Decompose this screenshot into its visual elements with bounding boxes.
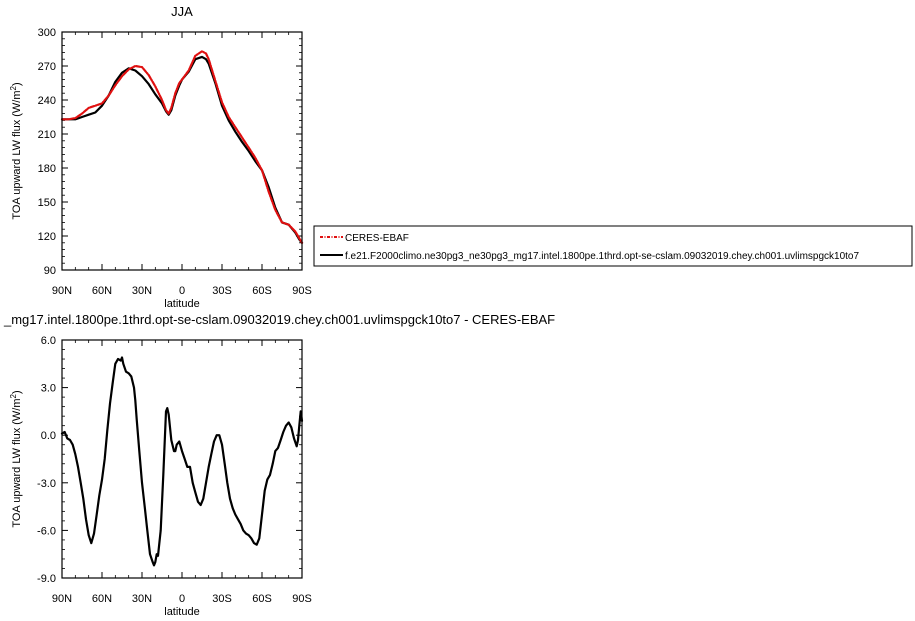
- x-tick-label: 60S: [252, 285, 272, 297]
- y-tick-label: -3.0: [37, 478, 56, 490]
- top-series-lines: [60, 50, 304, 244]
- top-y-tick-labels: 90 120 150 180 210 240 270 300: [38, 27, 56, 277]
- bottom-plot-frame: [61, 339, 303, 579]
- legend-label-ceres: CERES-EBAF: [345, 233, 409, 244]
- bottom-x-tick-labels: 90N 60N 30N 0 30S 60S 90S: [52, 593, 312, 605]
- y-tick-label: 240: [38, 95, 56, 107]
- x-tick-label: 30S: [212, 285, 232, 297]
- y-tick-label: 180: [38, 163, 56, 175]
- top-x-axis-label: latitude: [164, 298, 199, 310]
- y-tick-label: 120: [38, 231, 56, 243]
- y-tick-label: 150: [38, 197, 56, 209]
- top-chart-title: JJA: [171, 4, 193, 19]
- y-tick-label: 300: [38, 27, 56, 39]
- top-x-tick-labels: 90N 60N 30N 0 30S 60S 90S: [52, 285, 312, 297]
- y-tick-label: 6.0: [41, 335, 56, 347]
- bottom-series-lines: [60, 356, 304, 567]
- y-tick-label: -6.0: [37, 525, 56, 537]
- x-tick-label: 0: [179, 593, 185, 605]
- series-line-0-1: [60, 55, 304, 244]
- top-y-axis-label: TOA upward LW flux (W/m2): [9, 82, 23, 219]
- series-line-1-0: [60, 356, 304, 567]
- y-tick-label: 210: [38, 129, 56, 141]
- bottom-chart-title: _mg17.intel.1800pe.1thrd.opt-se-cslam.09…: [3, 312, 555, 327]
- x-tick-label: 30N: [132, 285, 152, 297]
- legend-box: [313, 225, 913, 267]
- series-line-0-0: [60, 50, 304, 244]
- x-tick-label: 30S: [212, 593, 232, 605]
- x-tick-label: 90S: [292, 593, 312, 605]
- top-panel: JJA 90 120 150 180 210 240 270 300 90N 60N 30N 0 30…: [9, 4, 312, 310]
- y-tick-label: -9.0: [37, 573, 56, 585]
- x-tick-label: 60N: [92, 593, 112, 605]
- x-tick-label: 0: [179, 285, 185, 297]
- bottom-y-tick-labels: -9.0 -6.0 -3.0 0.0 3.0 6.0: [37, 335, 56, 585]
- y-tick-label: 270: [38, 61, 56, 73]
- legend: CERES-EBAF f.e21.F2000climo.ne30pg3_ne30…: [313, 225, 913, 267]
- y-tick-label: 0.0: [41, 430, 56, 442]
- x-tick-label: 90N: [52, 285, 72, 297]
- top-tick-marks: [61, 31, 303, 271]
- x-tick-label: 30N: [132, 593, 152, 605]
- x-tick-label: 60S: [252, 593, 272, 605]
- bottom-panel: _mg17.intel.1800pe.1thrd.opt-se-cslam.09…: [3, 312, 555, 618]
- y-tick-label: 90: [44, 265, 56, 277]
- bottom-y-axis-label: TOA upward LW flux (W/m2): [9, 390, 23, 527]
- x-tick-label: 90N: [52, 593, 72, 605]
- x-tick-label: 90S: [292, 285, 312, 297]
- bottom-x-axis-label: latitude: [164, 606, 199, 618]
- x-tick-label: 60N: [92, 285, 112, 297]
- legend-label-model: f.e21.F2000climo.ne30pg3_ne30pg3_mg17.in…: [345, 251, 859, 262]
- top-plot-frame: [61, 31, 303, 271]
- y-tick-label: 3.0: [41, 383, 56, 395]
- bottom-tick-marks: [61, 339, 303, 579]
